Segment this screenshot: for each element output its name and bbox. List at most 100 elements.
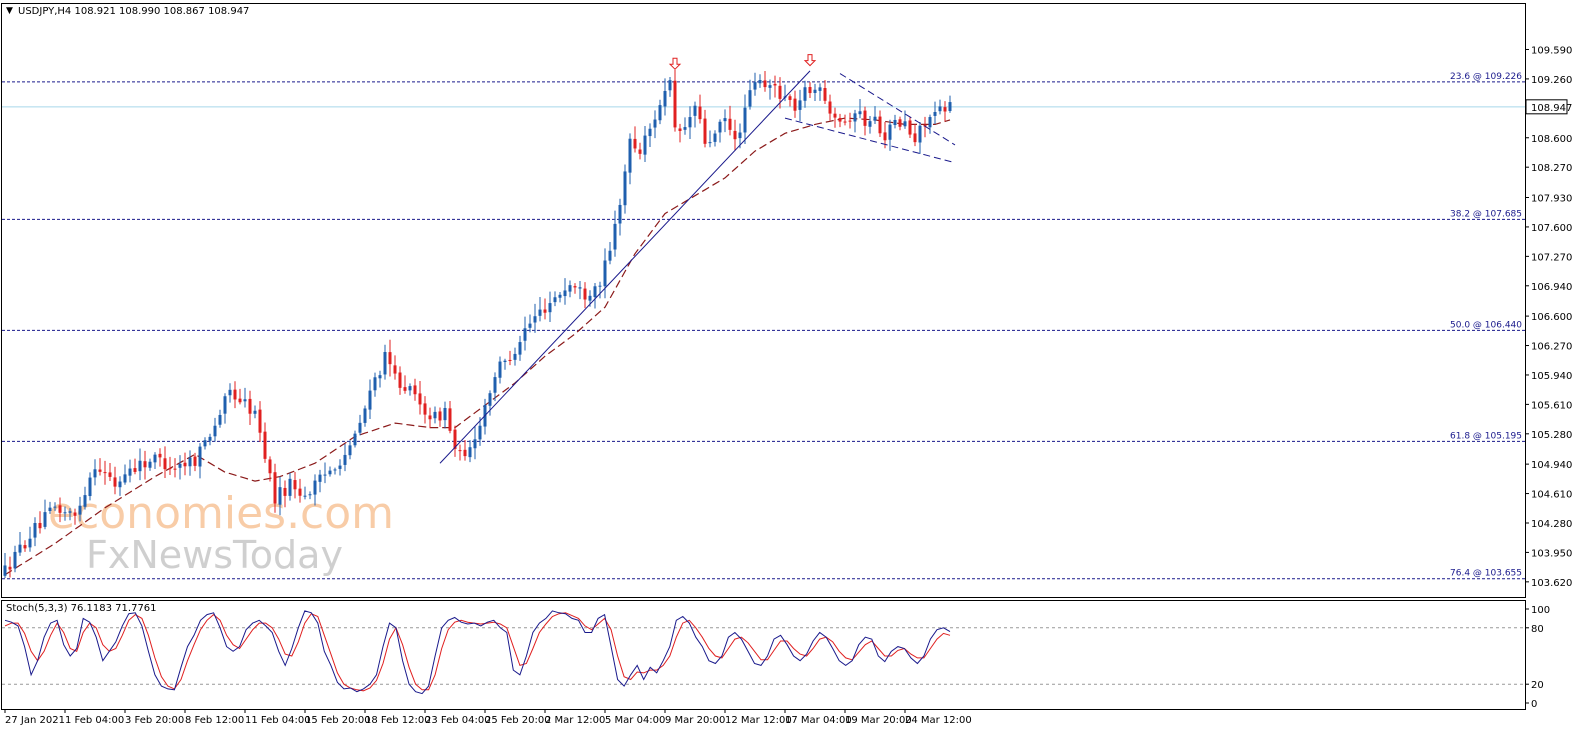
candle-body <box>883 132 887 141</box>
candle <box>723 109 727 133</box>
candle-body <box>348 445 352 456</box>
candle-body <box>458 450 462 452</box>
candle <box>353 430 357 448</box>
candle-body <box>243 399 247 402</box>
current-price-box <box>1525 99 1568 115</box>
candle-body <box>208 436 212 441</box>
candle-body <box>218 414 222 425</box>
candle-body <box>638 149 642 154</box>
candle-body <box>28 538 32 548</box>
candle-body <box>18 544 22 553</box>
candle-body <box>658 105 662 121</box>
header-triangle-icon[interactable]: ▼ <box>6 6 13 16</box>
candle-body <box>838 117 842 122</box>
candle-body <box>453 429 457 449</box>
candle-body <box>253 410 257 414</box>
candle-body <box>293 480 297 490</box>
candle-body <box>288 478 292 496</box>
candle <box>358 414 362 436</box>
candle <box>93 459 97 486</box>
candle <box>448 401 452 434</box>
candle-body <box>303 495 307 497</box>
candle <box>673 69 677 132</box>
candle <box>113 466 117 495</box>
down-arrow-icon <box>668 57 682 70</box>
fib-label: 76.4 @ 103.655 <box>1450 569 1522 579</box>
candle <box>58 497 62 523</box>
price-tick-label: 105.940 <box>1531 371 1572 382</box>
candle-body <box>618 204 622 224</box>
candle-body <box>908 120 912 135</box>
candle <box>813 83 817 102</box>
candle-body <box>563 290 567 297</box>
candle-body <box>133 468 137 472</box>
fib-label: 50.0 @ 106.440 <box>1450 320 1522 330</box>
candle-body <box>58 505 62 513</box>
channel-lower-line <box>784 117 956 164</box>
candle-body <box>213 425 217 437</box>
candle-body <box>188 457 192 467</box>
time-tick-label: 27 Jan 2021 <box>5 715 65 726</box>
time-tick-label: 25 Feb 20:00 <box>485 715 551 726</box>
price-tick-label: 106.940 <box>1531 282 1572 293</box>
candle-body <box>678 128 682 131</box>
candle-body <box>778 85 782 99</box>
candle <box>148 458 152 471</box>
candle-body <box>368 390 372 410</box>
price-tick-label: 108.600 <box>1531 134 1572 145</box>
candle <box>583 282 587 309</box>
candle <box>248 390 252 426</box>
candle <box>393 355 397 380</box>
candle-body <box>68 511 72 513</box>
candle-body <box>418 393 422 405</box>
candle-body <box>653 119 657 128</box>
candle <box>403 375 407 394</box>
candle <box>523 316 527 351</box>
candle <box>873 106 877 124</box>
candle <box>103 460 107 485</box>
candle <box>343 443 347 472</box>
candle <box>683 117 687 135</box>
candle-body <box>798 100 802 110</box>
candle <box>668 76 672 97</box>
candle <box>143 450 147 480</box>
candle-body <box>433 411 437 419</box>
candle-body <box>758 80 762 84</box>
price-tick-label: 107.930 <box>1531 194 1572 205</box>
candle <box>493 372 497 402</box>
candle <box>898 116 902 131</box>
candle <box>378 370 382 388</box>
price-tick-label: 109.590 <box>1531 45 1572 56</box>
candle <box>858 98 862 119</box>
candle <box>298 478 302 503</box>
candle-body <box>558 294 562 298</box>
candle <box>888 119 892 151</box>
candle-body <box>528 323 532 328</box>
candle <box>233 381 237 409</box>
candle-body <box>858 111 862 115</box>
candle-body <box>398 372 402 388</box>
candle <box>688 106 692 139</box>
time-tick-label: 23 Feb 04:00 <box>425 715 491 726</box>
candle <box>623 164 627 214</box>
time-tick-label: 2 Mar 12:00 <box>545 715 605 726</box>
candle <box>228 383 232 403</box>
candle-body <box>463 449 467 457</box>
price-tick-label: 107.270 <box>1531 252 1572 263</box>
candle <box>268 456 272 482</box>
candle <box>603 248 607 299</box>
main-pane-frame <box>1 3 1526 598</box>
candle-body <box>713 133 717 142</box>
candle <box>718 119 722 143</box>
candle-body <box>223 396 227 414</box>
candle <box>348 440 352 460</box>
candle-body <box>378 375 382 379</box>
candle <box>68 508 72 521</box>
candle-body <box>163 458 167 470</box>
stoch-header: Stoch(5,3,3) 76.1183 71.7761 <box>6 603 157 614</box>
candle-body <box>498 361 502 378</box>
candle-body <box>843 121 847 123</box>
candle <box>333 467 337 475</box>
candle-body <box>788 96 792 100</box>
